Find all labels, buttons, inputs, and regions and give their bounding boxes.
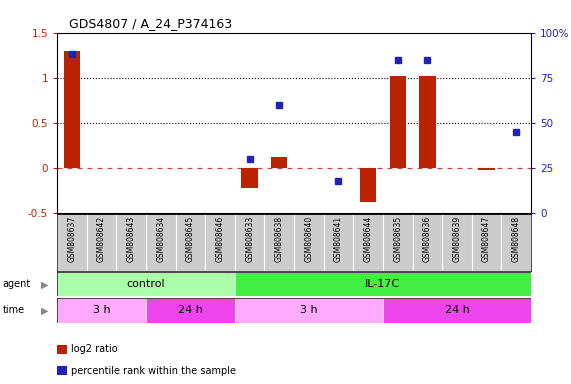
Bar — [146, 298, 235, 323]
Text: GSM808640: GSM808640 — [304, 216, 313, 262]
Text: GSM808633: GSM808633 — [245, 216, 254, 262]
Text: GDS4807 / A_24_P374163: GDS4807 / A_24_P374163 — [69, 17, 232, 30]
Bar — [271, 157, 287, 168]
Bar — [360, 168, 376, 202]
Text: time: time — [3, 305, 25, 316]
Text: ▶: ▶ — [41, 279, 49, 290]
Text: 24 h: 24 h — [445, 305, 469, 316]
Text: GSM808646: GSM808646 — [215, 216, 224, 262]
Text: ▶: ▶ — [41, 305, 49, 316]
Text: 24 h: 24 h — [178, 305, 203, 316]
Text: 3 h: 3 h — [93, 305, 110, 316]
Text: log2 ratio: log2 ratio — [71, 344, 118, 354]
Bar — [389, 76, 406, 168]
Text: GSM808638: GSM808638 — [275, 216, 284, 262]
Text: GSM808642: GSM808642 — [97, 216, 106, 262]
Bar — [383, 298, 531, 323]
Bar — [57, 272, 235, 296]
Text: GSM808645: GSM808645 — [186, 216, 195, 262]
Text: GSM808643: GSM808643 — [127, 216, 136, 262]
Text: GSM808648: GSM808648 — [512, 216, 521, 262]
Text: GSM808641: GSM808641 — [334, 216, 343, 262]
Bar — [478, 168, 494, 170]
Bar — [235, 298, 383, 323]
Text: GSM808647: GSM808647 — [482, 216, 491, 262]
Text: GSM808635: GSM808635 — [393, 216, 402, 262]
Text: control: control — [127, 279, 165, 290]
Text: GSM808636: GSM808636 — [423, 216, 432, 262]
Text: IL-17C: IL-17C — [365, 279, 400, 290]
Text: agent: agent — [3, 279, 31, 290]
Text: GSM808644: GSM808644 — [364, 216, 373, 262]
Text: GSM808639: GSM808639 — [452, 216, 461, 262]
Bar — [242, 168, 258, 188]
Bar — [57, 298, 146, 323]
Text: 3 h: 3 h — [300, 305, 317, 316]
Bar — [235, 272, 531, 296]
Text: percentile rank within the sample: percentile rank within the sample — [71, 366, 236, 376]
Bar — [64, 51, 80, 168]
Text: GSM808637: GSM808637 — [67, 216, 77, 262]
Bar — [419, 76, 436, 168]
Text: GSM808634: GSM808634 — [156, 216, 165, 262]
